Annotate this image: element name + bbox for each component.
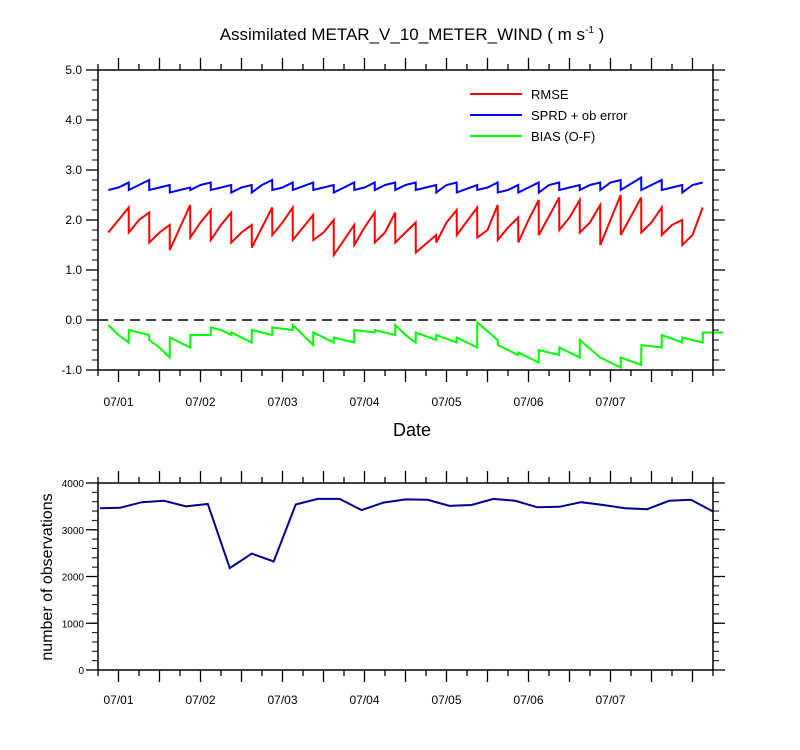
x-tick-label: 07/07 (595, 693, 625, 707)
y-tick-label: 1000 (62, 619, 85, 630)
y-tick-label: 0.0 (65, 313, 82, 327)
x-tick-label: 07/04 (349, 395, 379, 409)
top-series (107, 175, 724, 370)
plot-frame (97, 482, 714, 671)
legend-label: RMSE (531, 87, 569, 102)
x-tick-label: 07/03 (267, 395, 297, 409)
y-tick-label: 2000 (62, 573, 85, 584)
x-tick-label: 07/02 (185, 693, 215, 707)
x-axis-label: Date (393, 420, 431, 440)
bottom-y-tick-labels: 0 1000 2000 3000 4000 (62, 479, 85, 677)
bottom-series (99, 497, 714, 570)
x-tick-label: 07/04 (349, 693, 379, 707)
legend-label: SPRD + ob error (531, 108, 628, 123)
series-line-sprd-ob-error (108, 175, 703, 195)
series-line-observations (99, 497, 714, 570)
x-tick-label: 07/06 (513, 693, 543, 707)
x-tick-label: 07/07 (595, 395, 625, 409)
x-tick-label: 07/05 (431, 693, 461, 707)
y-tick-label: 3.0 (65, 163, 82, 177)
series-line-bias-o-f (107, 320, 724, 370)
wind-chart: Assimilated METAR_V_10_METER_WIND ( m s-… (61, 25, 725, 440)
y-tick-label: -1.0 (61, 363, 82, 377)
top-y-tick-labels: -1.0 0.0 1.0 2.0 3.0 4.0 5.0 (61, 63, 82, 377)
x-tick-label: 07/05 (431, 395, 461, 409)
y-tick-label: 0 (78, 666, 84, 677)
y-tick-label: 4.0 (65, 113, 82, 127)
y-axis-label-observations: number of observations (39, 493, 56, 660)
x-tick-label: 07/01 (103, 693, 133, 707)
x-tick-label: 07/03 (267, 693, 297, 707)
top-frame (86, 58, 725, 382)
bottom-frame (86, 471, 725, 682)
x-tick-label: 07/02 (185, 395, 215, 409)
bottom-x-tick-labels: 07/01 07/02 07/03 07/04 07/05 07/06 07/07 (103, 693, 625, 707)
legend: RMSE SPRD + ob error BIAS (O-F) (470, 87, 628, 144)
y-tick-label: 1.0 (65, 263, 82, 277)
series-line-rmse (107, 194, 704, 259)
legend-label: BIAS (O-F) (531, 129, 595, 144)
y-tick-label: 4000 (62, 479, 85, 490)
x-tick-label: 07/01 (103, 395, 133, 409)
y-tick-label: 5.0 (65, 63, 82, 77)
top-x-tick-labels: 07/01 07/02 07/03 07/04 07/05 07/06 07/07 (103, 395, 625, 409)
y-tick-label: 3000 (62, 526, 85, 537)
chart-title: Assimilated METAR_V_10_METER_WIND ( m s-… (220, 25, 605, 44)
x-tick-label: 07/06 (513, 395, 543, 409)
y-tick-label: 2.0 (65, 213, 82, 227)
